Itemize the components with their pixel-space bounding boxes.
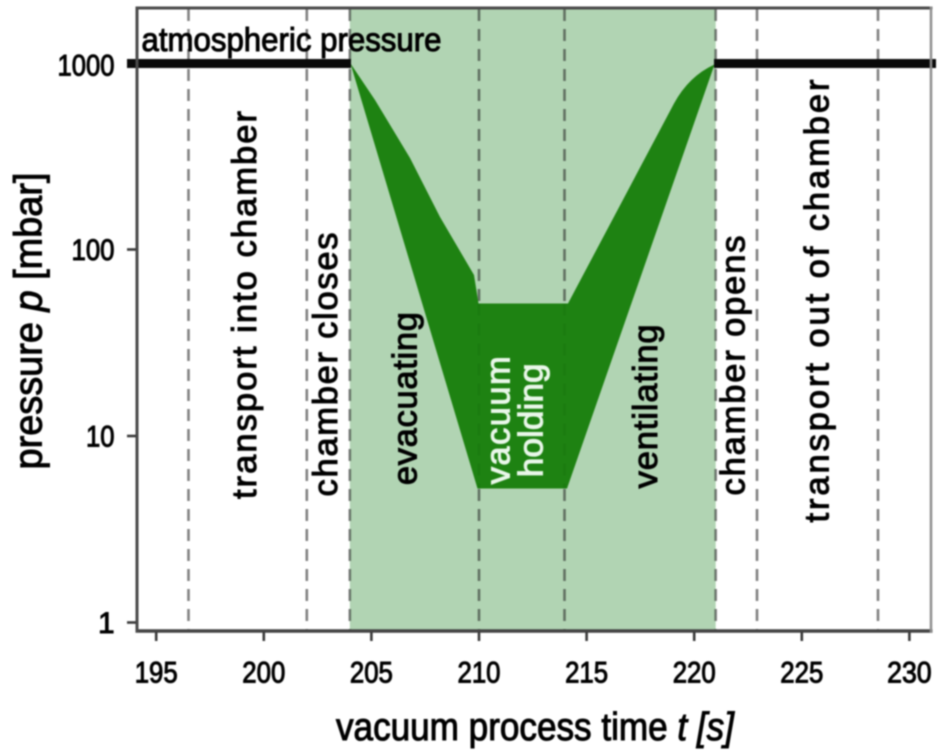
svg-text:210: 210 [458,657,501,690]
svg-text:10: 10 [86,421,115,454]
svg-text:200: 200 [242,657,285,690]
svg-text:vacuum process time t [s]: vacuum process time t [s] [336,706,735,749]
svg-text:chamber opens: chamber opens [715,236,753,496]
svg-text:225: 225 [780,657,823,690]
svg-text:1000: 1000 [58,50,115,83]
svg-text:220: 220 [673,657,716,690]
svg-text:205: 205 [350,657,393,690]
svg-text:100: 100 [72,234,115,267]
svg-text:transport out of chamber: transport out of chamber [799,80,837,523]
svg-text:holding: holding [513,363,551,477]
svg-text:195: 195 [135,657,178,690]
svg-text:vacuum: vacuum [480,356,518,484]
svg-text:230: 230 [887,657,932,690]
svg-text:evacuating: evacuating [387,312,425,485]
svg-text:transport into chamber: transport into chamber [226,111,264,499]
svg-text:215: 215 [565,657,608,690]
svg-text:atmospheric pressure: atmospheric pressure [142,22,442,59]
svg-text:pressure p [mbar]: pressure p [mbar] [8,173,51,470]
svg-text:1: 1 [98,607,114,640]
svg-text:ventilating: ventilating [627,324,665,488]
